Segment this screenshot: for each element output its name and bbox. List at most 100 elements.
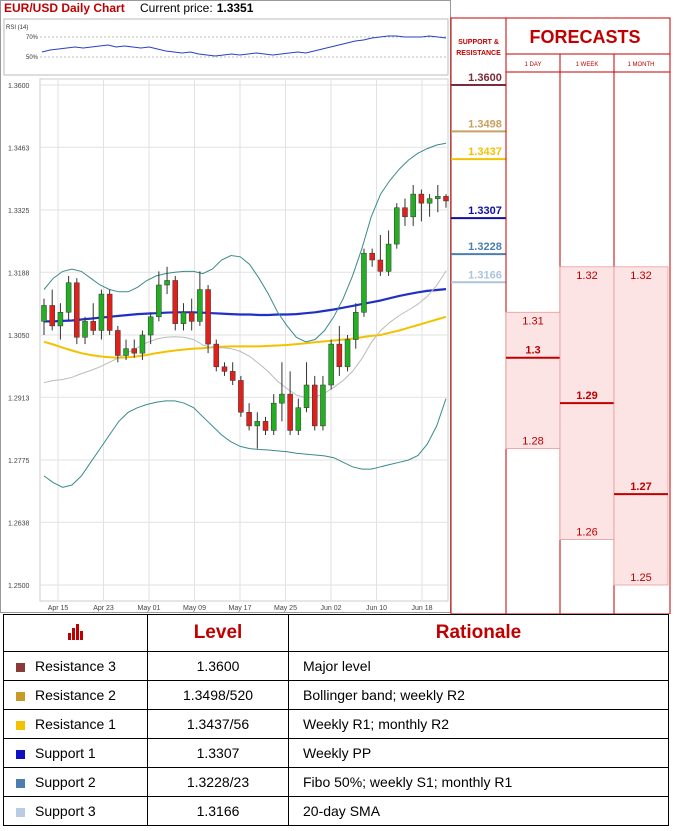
candle-down (74, 282, 80, 338)
candle-up (254, 421, 261, 427)
candle-down (443, 196, 449, 202)
candle-down (172, 280, 179, 324)
x-tick-label: Apr 23 (93, 605, 114, 612)
level-name-cell: Resistance 2 (3, 680, 148, 710)
y-tick-label: 1.2500 (8, 583, 30, 590)
y-tick-label: 1.2638 (8, 520, 30, 527)
level-name: Support 2 (35, 774, 96, 790)
sr-level-label: 1.3307 (468, 205, 502, 217)
x-tick-label: Apr 15 (48, 605, 69, 612)
candle-up (295, 407, 302, 431)
price-value: 1.3351 (217, 1, 254, 15)
support-3-swatch (16, 807, 25, 817)
y-tick-label: 1.2913 (8, 395, 30, 402)
level-value: 1.3307 (147, 738, 289, 768)
bar-chart-icon (67, 623, 84, 640)
rsi-line (41, 35, 447, 57)
support-resistance-column: SUPPORT & RESISTANCE 1.3600 1.3498 1.3437 1… (450, 17, 507, 614)
candle-up (385, 243, 392, 272)
level-rationale: Bollinger band; weekly R2 (288, 680, 669, 710)
forecast-column-header: 1 DAY (525, 62, 542, 68)
candle-down (213, 343, 220, 368)
forecast-low-label: 1.26 (576, 527, 597, 539)
level-rationale: Major level (288, 651, 669, 681)
forecast-high-label: 1.32 (630, 270, 651, 282)
candle-up (57, 312, 64, 327)
candle-down (106, 293, 113, 331)
candle-down (402, 207, 408, 218)
sr-level-label: 1.3228 (468, 241, 502, 253)
candle-up (180, 312, 187, 324)
candle-up (279, 393, 285, 404)
svg-text:Current price:1.3351: Current price: 1.3351 (140, 1, 254, 15)
candle-up (353, 312, 359, 340)
candle-up (123, 348, 129, 356)
table-row: Resistance 1 1.3437/56 Weekly R1; monthl… (3, 709, 669, 739)
sr-header-line2: RESISTANCE (456, 50, 501, 57)
y-tick-label: 1.3188 (8, 270, 30, 277)
support-2-swatch (16, 778, 25, 788)
candle-up (139, 334, 146, 354)
y-tick-label: 1.3463 (8, 145, 30, 152)
candle-down (238, 380, 244, 413)
rsi-50-label: 50% (26, 55, 39, 61)
level-rationale: Weekly R1; monthly R2 (288, 709, 669, 739)
chart-area: EUR/USD Daily Chart Current price: 1.3351… (0, 0, 671, 614)
candle-up (270, 402, 277, 431)
y-tick-label: 1.3050 (8, 333, 30, 340)
candle-up (164, 280, 170, 286)
level-name: Resistance 3 (35, 658, 116, 674)
level-name-cell: Resistance 1 (3, 709, 148, 739)
x-tick-label: Jun 10 (366, 605, 387, 612)
level-value: 1.3166 (147, 796, 289, 826)
candle-up (82, 321, 88, 338)
level-rationale: Weekly PP (288, 738, 669, 768)
candle-up (98, 293, 105, 331)
candle-down (221, 366, 228, 372)
plot-background (39, 78, 449, 602)
candle-up (344, 339, 351, 368)
forecast-range-box (613, 266, 669, 586)
series-line-bollinger-lower (43, 398, 447, 488)
candle-down (188, 312, 195, 322)
candle-down (229, 371, 236, 381)
candle-down (205, 289, 211, 345)
candle-down (336, 343, 343, 368)
support-1-swatch (16, 749, 25, 759)
level-value: 1.3228/23 (147, 767, 289, 797)
rsi-70-label: 70% (26, 35, 39, 41)
level-name-cell: Support 2 (3, 767, 148, 797)
forecast-column-header: 1 MONTH (628, 62, 655, 68)
price-plot: 1.3600 1.3463 1.3325 1.3188 1.3050 1.2913 1.27… (8, 78, 449, 612)
y-tick-label: 1.3325 (8, 208, 30, 215)
candle-up (197, 289, 203, 322)
level-name: Resistance 2 (35, 687, 116, 703)
forecast-column-header: 1 WEEK (576, 62, 599, 68)
candle-up (361, 252, 367, 313)
table-header-rationale: Rationale (288, 614, 669, 652)
candle-down (115, 330, 121, 356)
series-line-100-day-sma (43, 315, 447, 359)
x-tick-label: Jun 02 (320, 605, 341, 612)
level-value: 1.3600 (147, 651, 289, 681)
forecast-high-label: 1.31 (522, 315, 543, 327)
forecasts-panel: FORECASTS 1 DAY 1.31 1.3 1.28 1 WEEK 1.32 1.29… (505, 17, 671, 614)
table-header-icon-cell (3, 614, 148, 652)
chart-title: EUR/USD Daily Chart (4, 1, 125, 15)
forecasts-title: FORECASTS (529, 27, 640, 47)
sr-level-label: 1.3498 (468, 118, 502, 130)
forecast-low-label: 1.25 (630, 572, 651, 584)
resistance-2-swatch (16, 691, 25, 701)
x-tick-label: Jun 18 (411, 605, 432, 612)
level-name-cell: Support 3 (3, 796, 148, 826)
level-rationale: Fibo 50%; weekly S1; monthly R1 (288, 767, 669, 797)
level-name: Support 1 (35, 745, 96, 761)
resistance-3-swatch (16, 662, 25, 672)
candle-up (426, 198, 433, 204)
y-tick-label: 1.3600 (8, 83, 30, 90)
forecast-high-label: 1.32 (576, 270, 597, 282)
candle-up (147, 316, 154, 336)
rsi-label: RSI (14) (6, 25, 28, 31)
candle-down (49, 305, 55, 327)
candle-down (418, 193, 425, 204)
